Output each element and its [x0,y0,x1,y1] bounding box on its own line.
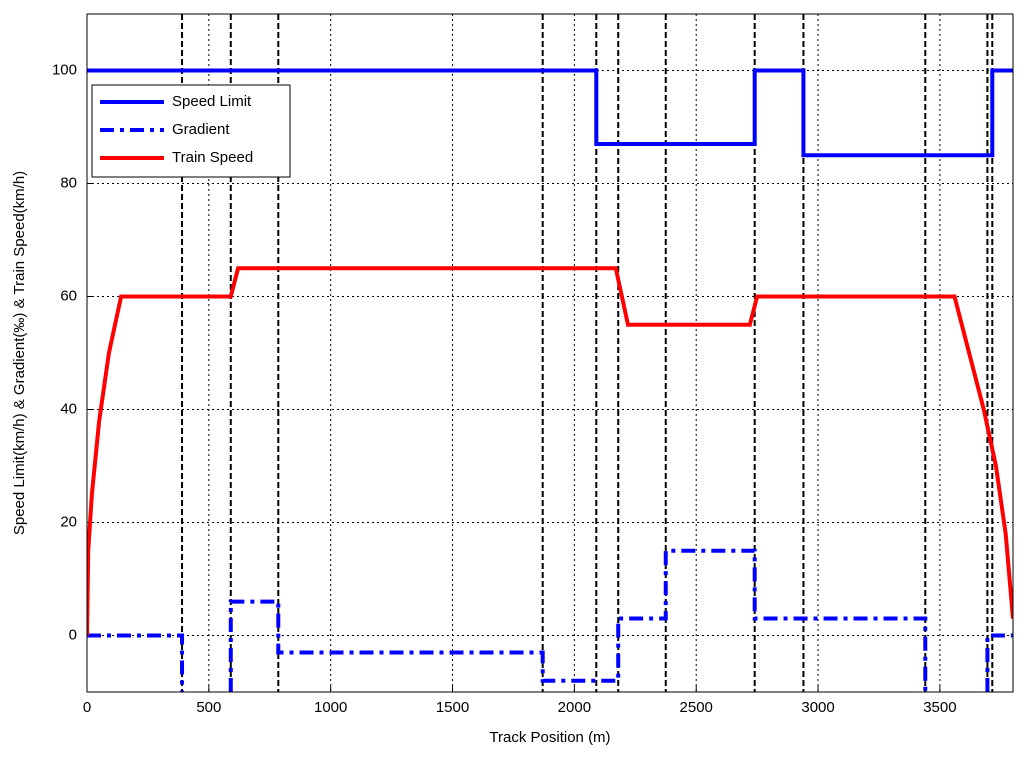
y-tick-label: 100 [52,61,77,78]
x-tick-label: 3000 [801,699,834,716]
legend-label: Gradient [172,121,230,138]
series-line [87,68,1013,158]
x-tick-label: 1500 [436,699,469,716]
y-tick-label: 80 [60,174,77,191]
legend-label: Train Speed [172,149,253,166]
plot-frame [86,13,1014,693]
x-tick-label: 1000 [314,699,347,716]
x-tick-label: 2000 [558,699,591,716]
x-axis-label: Track Position (m) [489,729,610,746]
y-axis-label: Speed Limit(km/h) & Gradient(‰) & Train … [11,171,28,535]
legend-label: Speed Limit [172,93,252,110]
series-line [87,548,1013,692]
series-line [87,266,1013,636]
x-tick-label: 3500 [923,699,956,716]
y-tick-label: 60 [60,287,77,304]
x-tick-label: 2500 [680,699,713,716]
y-tick-label: 20 [60,513,77,530]
x-tick-label: 500 [196,699,221,716]
y-tick-label: 40 [60,400,77,417]
y-tick-label: 0 [69,626,77,643]
x-tick-label: 0 [83,699,91,716]
